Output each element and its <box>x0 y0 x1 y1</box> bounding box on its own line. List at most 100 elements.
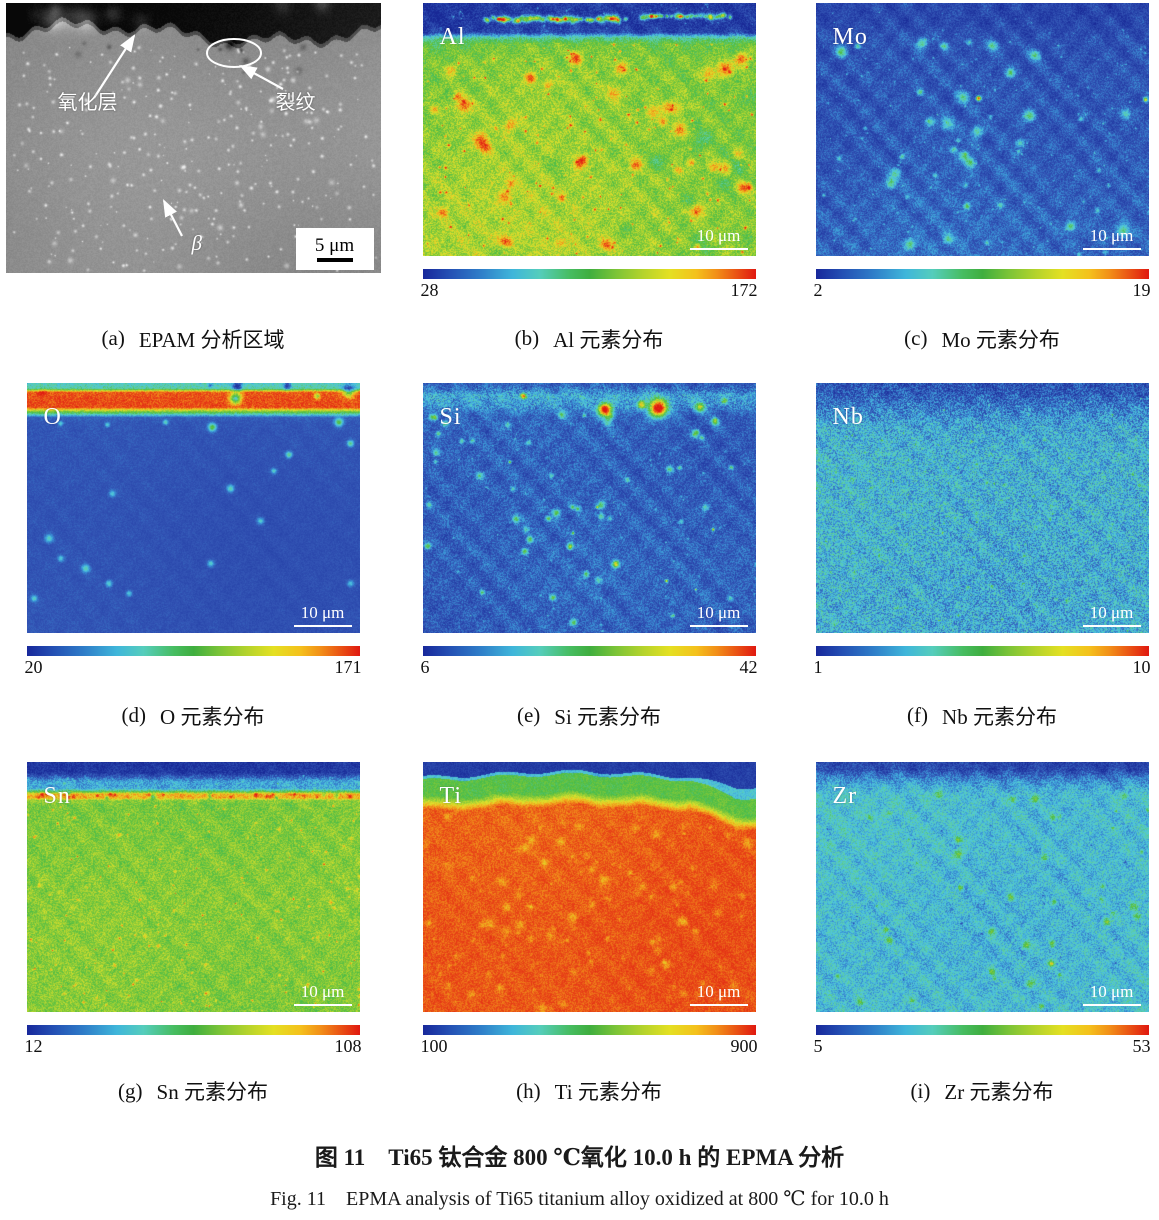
caption-row-3: (g) Sn 元素分布 (h) Ti 元素分布 (i) Zr 元素分布 <box>0 1056 1159 1126</box>
caption-index: (e) <box>516 703 541 728</box>
zr-colorbar-labels: 5 53 <box>813 1035 1151 1057</box>
o-colorbar <box>26 645 360 656</box>
ti-element-label: Ti <box>439 782 462 809</box>
scale-bar-text: 10 μm <box>1089 981 1134 1001</box>
colorbar-max: 53 <box>1132 1035 1151 1056</box>
caption-index: (a) <box>101 326 125 351</box>
o-scale-bar: 10 μm <box>293 602 352 627</box>
panel-f: Nb 10 μm 1 10 <box>772 382 1158 678</box>
colorbar-min: 12 <box>24 1035 43 1056</box>
caption-d: (d) O 元素分布 <box>0 701 386 731</box>
scale-bar-text: 10 μm <box>696 981 741 1001</box>
caption-text: Zr 元素分布 <box>944 1080 1054 1105</box>
mo-scale-bar: 10 μm <box>1082 227 1141 250</box>
sem-scale-line <box>316 258 353 262</box>
scale-bar-text: 10 μm <box>300 981 345 1001</box>
caption-index: (h) <box>516 1078 541 1103</box>
o-element-label: O <box>43 403 62 430</box>
colorbar-max: 172 <box>730 280 758 300</box>
caption-text: Nb 元素分布 <box>942 704 1057 729</box>
panel-i: Zr 10 μm 5 53 <box>772 761 1158 1057</box>
crack-label: 裂纹 <box>275 92 316 114</box>
al-map-canvas <box>422 3 756 256</box>
sn-map-wrap: Sn 10 μm <box>26 761 360 1012</box>
colorbar-min: 100 <box>420 1035 448 1056</box>
caption-text: Al 元素分布 <box>553 327 664 352</box>
panel-e: Si 10 μm 6 42 <box>386 382 772 678</box>
caption-text: Sn 元素分布 <box>156 1080 268 1105</box>
colorbar-min: 5 <box>813 1035 823 1056</box>
caption-text: Si 元素分布 <box>554 704 662 729</box>
caption-text: O 元素分布 <box>160 704 265 729</box>
mo-colorbar <box>815 269 1149 279</box>
al-colorbar <box>422 269 756 279</box>
ti-scale-bar: 10 μm <box>689 981 748 1006</box>
o-map-wrap: O 10 μm <box>26 382 360 633</box>
al-scale-bar: 10 μm <box>689 226 748 250</box>
caption-b: (b) Al 元素分布 <box>386 324 772 354</box>
panel-b: Al 10 μm 28 172 <box>386 3 772 301</box>
zr-colorbar <box>815 1024 1149 1035</box>
si-colorbar-labels: 6 42 <box>421 656 758 678</box>
ti-colorbar <box>422 1024 756 1035</box>
panel-c: Mo 10 μm 2 19 <box>772 3 1158 301</box>
caption-index: (d) <box>121 703 147 728</box>
sem-scale-box: 5 μm <box>295 228 374 270</box>
panel-row-1: 氧化层 裂纹 β 5 μm Al 10 μm 28 1 <box>0 3 1159 301</box>
scale-bar-line <box>689 1003 748 1006</box>
colorbar-min: 1 <box>813 656 823 677</box>
colorbar-min: 28 <box>420 280 439 300</box>
nb-colorbar <box>815 645 1149 656</box>
sn-map-canvas <box>26 761 360 1012</box>
caption-index: (b) <box>514 326 540 351</box>
caption-i: (i) Zr 元素分布 <box>772 1076 1158 1106</box>
colorbar-max: 108 <box>334 1035 362 1056</box>
sn-colorbar-labels: 12 108 <box>24 1035 362 1057</box>
colorbar-max: 10 <box>1132 656 1151 677</box>
panel-g: Sn 10 μm 12 108 <box>0 761 386 1057</box>
scale-bar-text: 10 μm <box>300 602 345 622</box>
si-map-canvas <box>422 382 756 633</box>
nb-scale-bar: 10 μm <box>1082 602 1141 627</box>
scale-bar-text: 10 μm <box>1089 602 1134 622</box>
scale-bar-text: 10 μm <box>696 602 741 622</box>
figure-title-en: Fig. 11 EPMA analysis of Ti65 titanium a… <box>270 1187 889 1210</box>
colorbar-max: 171 <box>334 656 362 677</box>
colorbar-max: 900 <box>730 1035 758 1056</box>
colorbar-max: 42 <box>739 656 758 677</box>
beta-label: β <box>191 231 202 255</box>
sn-element-label: Sn <box>43 782 71 809</box>
zr-map-wrap: Zr 10 μm <box>815 761 1149 1012</box>
scale-bar-line <box>689 624 748 627</box>
o-colorbar-labels: 20 171 <box>25 656 362 678</box>
caption-index: (g) <box>118 1078 143 1103</box>
scale-bar-line <box>293 1003 352 1006</box>
mo-map-canvas <box>815 3 1149 256</box>
zr-scale-bar: 10 μm <box>1082 981 1141 1006</box>
si-scale-bar: 10 μm <box>689 602 748 627</box>
al-map-wrap: Al 10 μm <box>422 3 756 256</box>
sn-scale-bar: 10 μm <box>293 981 352 1006</box>
caption-h: (h) Ti 元素分布 <box>386 1076 772 1106</box>
caption-index: (f) <box>907 703 929 728</box>
caption-text: Ti 元素分布 <box>554 1080 662 1105</box>
o-map-canvas <box>26 382 360 633</box>
scale-bar-text: 10 μm <box>696 226 741 245</box>
caption-text: EPAM 分析区域 <box>138 327 285 352</box>
nb-colorbar-labels: 1 10 <box>813 656 1151 678</box>
mo-element-label: Mo <box>832 24 868 50</box>
ti-map-canvas <box>422 761 756 1012</box>
si-element-label: Si <box>439 403 462 430</box>
si-colorbar <box>422 645 756 656</box>
sem-image-wrap: 氧化层 裂纹 β 5 μm <box>5 3 381 273</box>
panel-a: 氧化层 裂纹 β 5 μm <box>0 3 386 301</box>
scale-bar-line <box>1082 1003 1141 1006</box>
panel-d: O 10 μm 20 171 <box>0 382 386 678</box>
caption-index: (c) <box>904 326 928 351</box>
ti-map-wrap: Ti 10 μm <box>422 761 756 1012</box>
caption-row-1: (a) EPAM 分析区域 (b) Al 元素分布 (c) Mo 元素分布 <box>0 301 1159 377</box>
al-element-label: Al <box>439 24 466 50</box>
al-colorbar-labels: 28 172 <box>420 280 758 301</box>
figure-titles: 图 11 Ti65 钛合金 800 ℃氧化 10.0 h 的 EPMA 分析 F… <box>0 1142 1159 1212</box>
